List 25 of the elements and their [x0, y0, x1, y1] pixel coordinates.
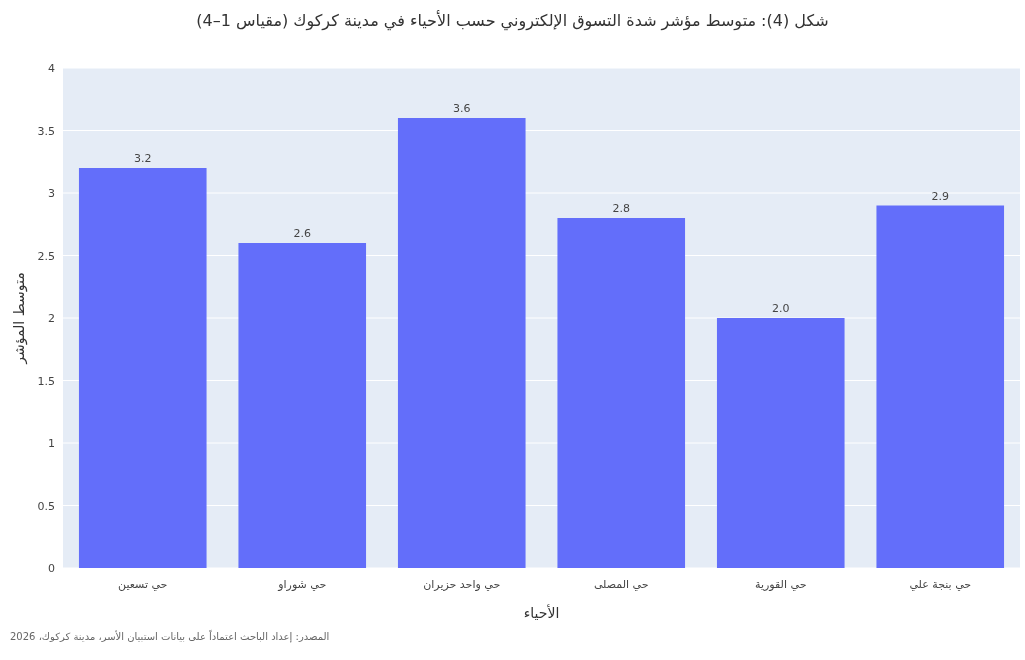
y-tick-label: 2: [48, 312, 55, 325]
x-tick-label: حي واحد حزيران: [423, 578, 501, 591]
y-tick-label: 4: [48, 62, 55, 75]
y-tick-label: 0: [48, 562, 55, 575]
text: المصدر: إعداد الباحث اعتماداً على بيانات استبيان الأسر، مدينة كركوك، 2026: [10, 628, 330, 643]
x-tick-label: حي القورية: [755, 578, 807, 591]
x-tick-label: حي تسعين: [118, 578, 168, 591]
chart-title: شكل (4): متوسط مؤشر شدة التسوق الإلكتروني حسب الأحياء في مدينة كركوك (مقياس 1–4): [196, 10, 829, 31]
x-tick-label: حي المصلى: [593, 578, 649, 591]
data-label: 2.9: [931, 189, 949, 203]
data-label: 2.8: [612, 202, 630, 215]
y-tick-label: 2.5: [37, 249, 55, 263]
y-tick-label: 1: [48, 437, 55, 450]
data-label: 2.0: [772, 302, 790, 315]
y-tick-label: 0.5: [37, 499, 55, 513]
y-tick-label: 1.5: [37, 374, 55, 388]
data-label: 3.6: [453, 102, 471, 115]
y-tick-label: 3: [48, 187, 55, 200]
x-axis-title: الأحياء: [523, 604, 560, 621]
x-tick-label: حي شوراو: [277, 578, 327, 591]
y-axis-title: متوسط المؤشر: [11, 272, 28, 365]
data-label: 2.6: [293, 227, 311, 240]
y-tick-label: 3.5: [37, 124, 55, 138]
data-label: 3.2: [134, 152, 152, 165]
x-tick-label: حي بنجة علي: [909, 578, 972, 591]
